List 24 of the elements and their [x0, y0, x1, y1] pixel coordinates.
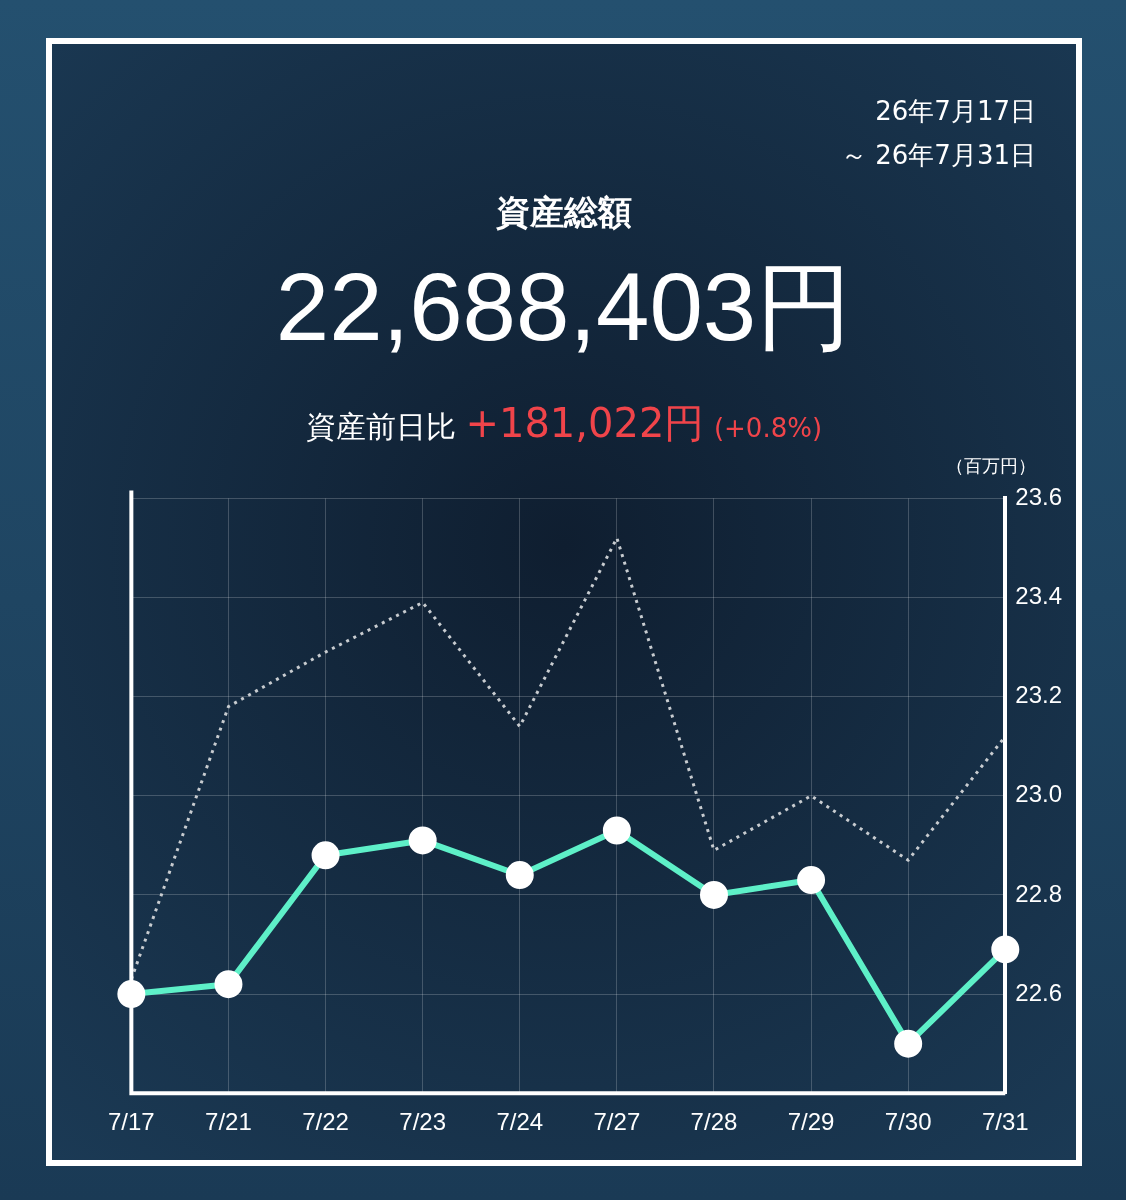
y-tick-label: 22.8: [1015, 879, 1063, 907]
y-tick-label: 23.4: [1015, 582, 1063, 610]
text: 資産前日比: [305, 409, 456, 444]
x-tick-label: 7/27: [593, 1108, 641, 1136]
x-tick-label: 7/31: [981, 1108, 1029, 1136]
text: ～ 26年7月31日: [841, 139, 1036, 172]
x-tick-label: 7/24: [496, 1108, 544, 1136]
text: 26年7月17日: [875, 95, 1036, 128]
x-tick-label: 7/21: [205, 1108, 252, 1136]
y-tick-label: 23.6: [1015, 483, 1063, 511]
x-tick-label: 7/23: [399, 1108, 447, 1136]
y-tick-label: 23.0: [1015, 780, 1063, 808]
x-tick-label: 7/28: [690, 1108, 738, 1136]
y-axis-title: （百万円）: [946, 454, 1036, 478]
x-tick-label: 7/17: [108, 1108, 155, 1136]
chart-subtitle: 22,688,403円: [274, 252, 854, 362]
text: +181,022円: [465, 400, 705, 446]
y-tick-label: 22.6: [1015, 978, 1063, 1006]
text: (+0.8%): [713, 413, 823, 443]
x-tick-label: 7/29: [787, 1108, 835, 1136]
chart-title: 資産総額: [495, 191, 633, 234]
x-tick-label: 7/22: [302, 1108, 349, 1136]
x-tick-label: 7/30: [884, 1108, 932, 1136]
y-tick-label: 23.2: [1015, 681, 1063, 709]
